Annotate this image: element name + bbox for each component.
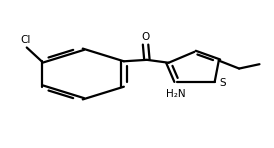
- Text: S: S: [219, 78, 226, 88]
- Text: H₂N: H₂N: [165, 89, 185, 99]
- Text: O: O: [141, 32, 150, 42]
- Text: Cl: Cl: [20, 35, 31, 45]
